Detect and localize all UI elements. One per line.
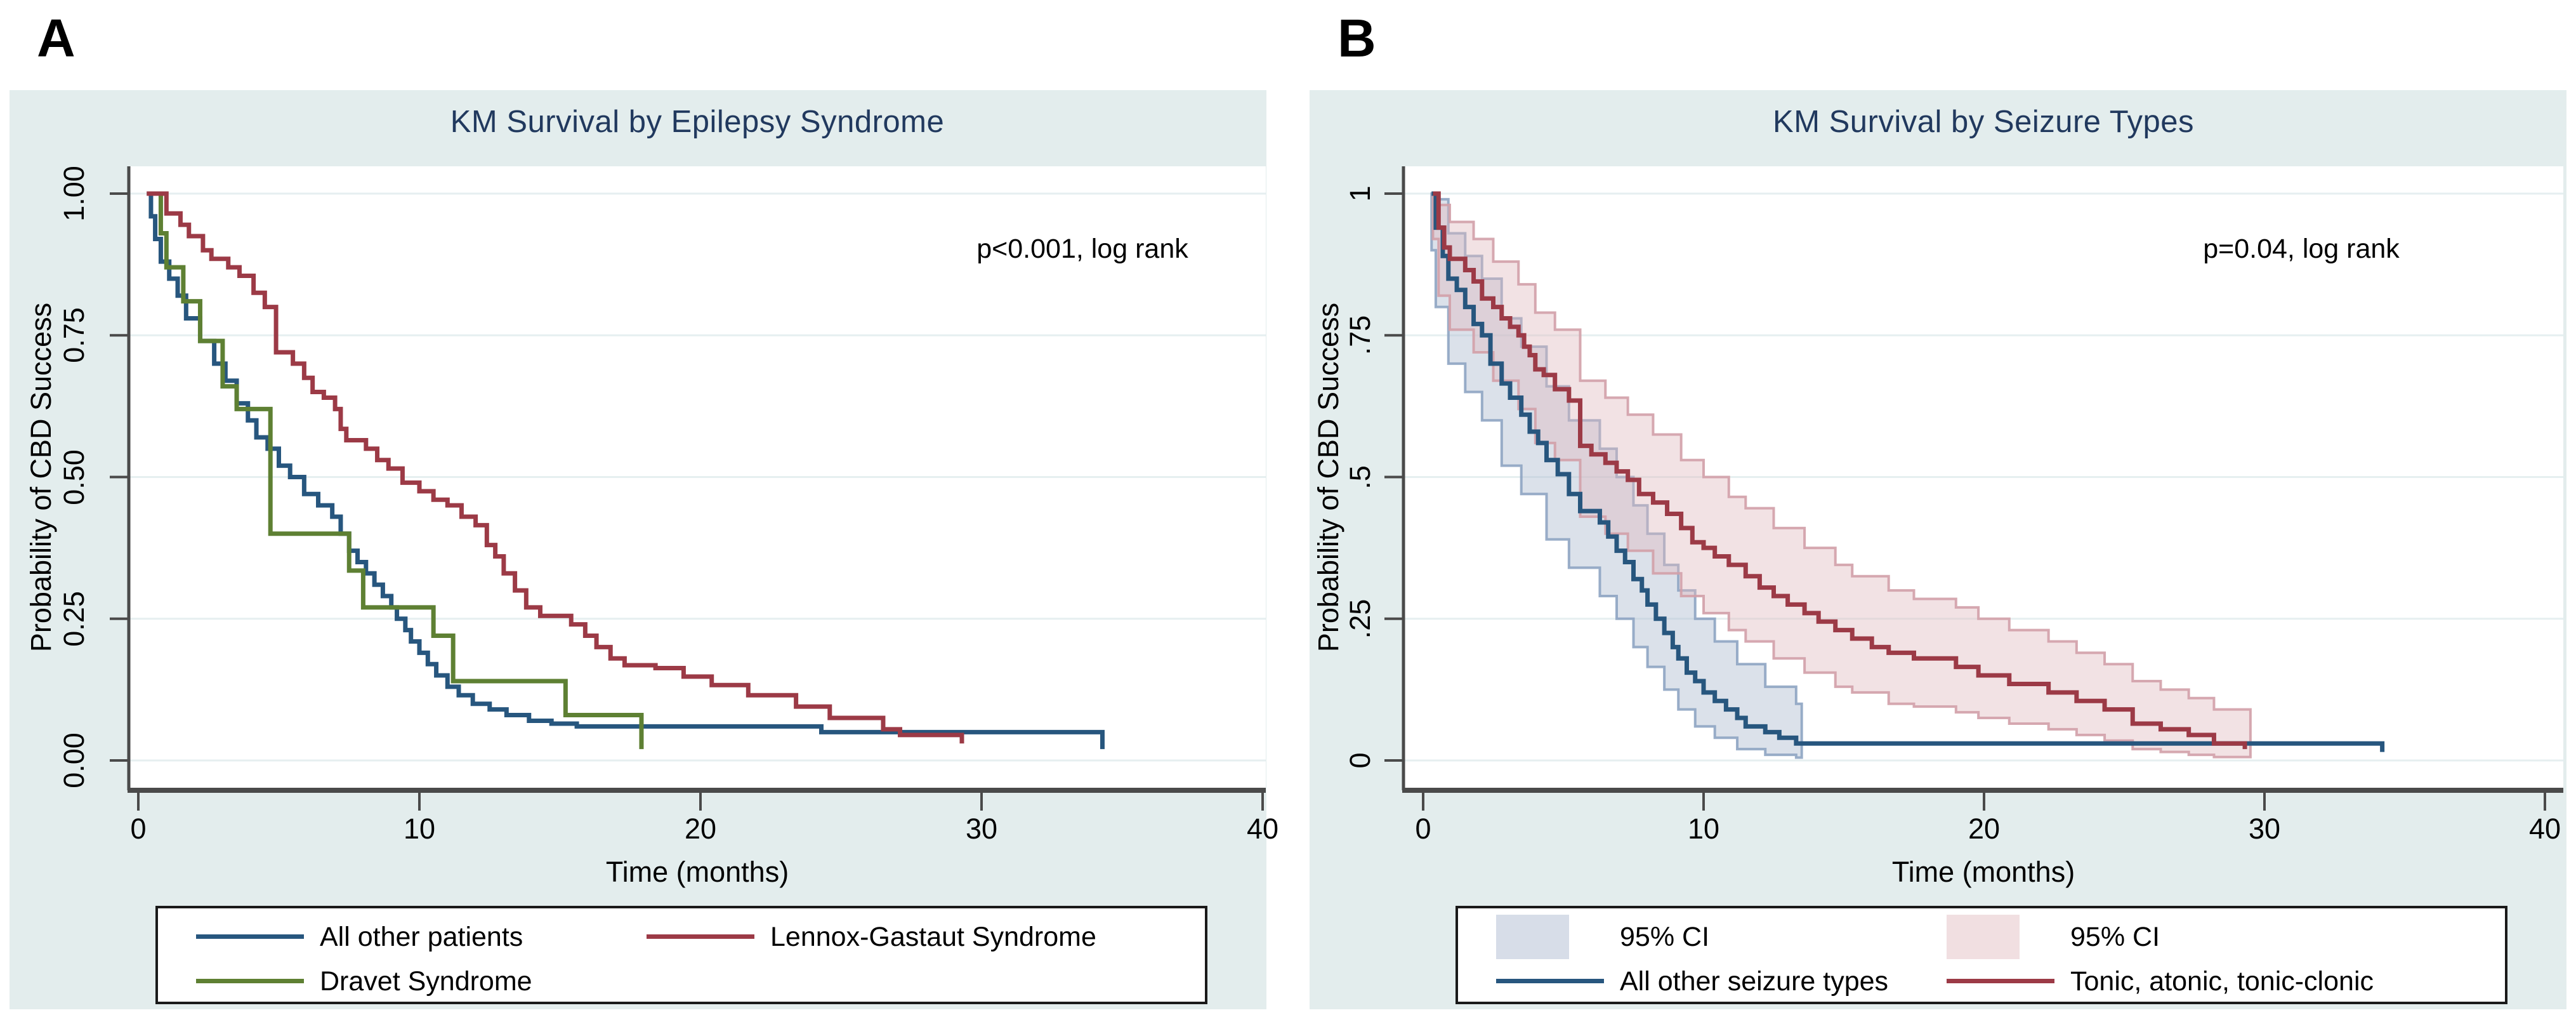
y-tick-label: .5 — [1344, 465, 1376, 489]
plot-region — [1403, 166, 2563, 790]
legend-label: Tonic, atonic, tonic-clonic — [2070, 966, 2374, 997]
legend-label: 95% CI — [2070, 922, 2160, 952]
figure-label-b: B — [1337, 8, 1376, 68]
x-axis-title-b: Time (months) — [1891, 856, 2075, 888]
y-tick-label: 0.50 — [58, 449, 90, 505]
km-curve-all-other-seizure-types — [1431, 191, 2385, 752]
y-tick-label: 0.75 — [58, 307, 90, 364]
y-tick-label: 0 — [1344, 752, 1376, 769]
legend-a: All other patients Lennox-Gastaut Syndrom… — [155, 906, 1207, 1004]
ci-band-1 — [1431, 192, 2252, 759]
legend-label: 95% CI — [1620, 922, 1710, 952]
x-tick-label: 30 — [965, 813, 998, 845]
x-tick-label: 10 — [1687, 813, 1720, 845]
x-tick-label: 0 — [130, 813, 147, 845]
x-tick-label: 20 — [684, 813, 717, 845]
figure-label-a: A — [37, 8, 76, 68]
y-axis-title-a: Probability of CBD Success — [25, 302, 57, 653]
x-tick-label: 40 — [1246, 813, 1279, 845]
legend-ci-swatch — [1947, 915, 2020, 959]
y-tick-label: .25 — [1344, 599, 1376, 639]
legend-ci-swatch — [1496, 915, 1569, 959]
legend-line-swatch — [1496, 979, 1604, 983]
pvalue-annotation-b: p=0.04, log rank — [2203, 234, 2400, 264]
legend-label: Lennox-Gastaut Syndrome — [770, 922, 1096, 952]
legend-line-swatch — [647, 934, 754, 939]
legend-b: 95% CI 95% CI All other seizure types Tonic… — [1456, 906, 2507, 1004]
x-tick-label: 20 — [1968, 813, 2001, 845]
km-curve-dravet-syndrome — [149, 191, 644, 750]
legend-line-swatch — [196, 934, 304, 939]
legend-line-swatch — [1947, 979, 2054, 983]
panel-b: KM Survival by Seizure Types p=0.04, log… — [1310, 90, 2566, 1009]
ci-band-0 — [1430, 192, 1803, 759]
x-tick-label: 0 — [1415, 813, 1431, 845]
y-tick-label: 1 — [1344, 185, 1376, 202]
panel-a: KM Survival by Epilepsy Syndrome p<0.001… — [10, 90, 1278, 1009]
km-curve-lennox-gastaut-syndrome — [147, 191, 964, 744]
x-tick-label: 10 — [403, 813, 436, 845]
chart-title-b: KM Survival by Seizure Types — [1773, 105, 2194, 139]
km-plot-a — [110, 166, 1266, 811]
km-curve-tonic-atonic-tonic-clonic — [1433, 191, 2247, 750]
plot-region — [129, 166, 1266, 790]
legend-label: All other patients — [320, 922, 523, 952]
legend-label: Dravet Syndrome — [320, 966, 532, 997]
y-tick-label: 0.00 — [58, 733, 90, 788]
legend-label: All other seizure types — [1620, 966, 1889, 997]
pvalue-annotation-a: p<0.001, log rank — [976, 234, 1188, 264]
km-plot-b — [1384, 166, 2563, 811]
y-tick-label: 1.00 — [58, 166, 90, 222]
x-tick-label: 30 — [2248, 813, 2281, 845]
y-tick-label: .75 — [1344, 315, 1376, 355]
x-tick-label: 40 — [2528, 813, 2561, 845]
chart-title-a: KM Survival by Epilepsy Syndrome — [450, 105, 945, 139]
y-tick-label: 0.25 — [58, 590, 90, 647]
x-axis-title-a: Time (months) — [605, 856, 789, 888]
legend-line-swatch — [196, 979, 304, 983]
